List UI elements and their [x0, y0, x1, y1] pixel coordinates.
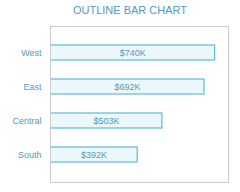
- svg-text:$392K: $392K: [81, 150, 107, 160]
- svg-text:$503K: $503K: [93, 116, 119, 126]
- svg-text:East: East: [23, 82, 42, 92]
- svg-text:$692K: $692K: [114, 82, 140, 92]
- svg-text:South: South: [18, 150, 42, 160]
- svg-text:Central: Central: [12, 116, 41, 126]
- html-text:OUTLINE BAR CHART: OUTLINE BAR CHART: [73, 4, 187, 16]
- svg-text:$740K: $740K: [120, 48, 146, 58]
- svg-text:West: West: [21, 48, 42, 58]
